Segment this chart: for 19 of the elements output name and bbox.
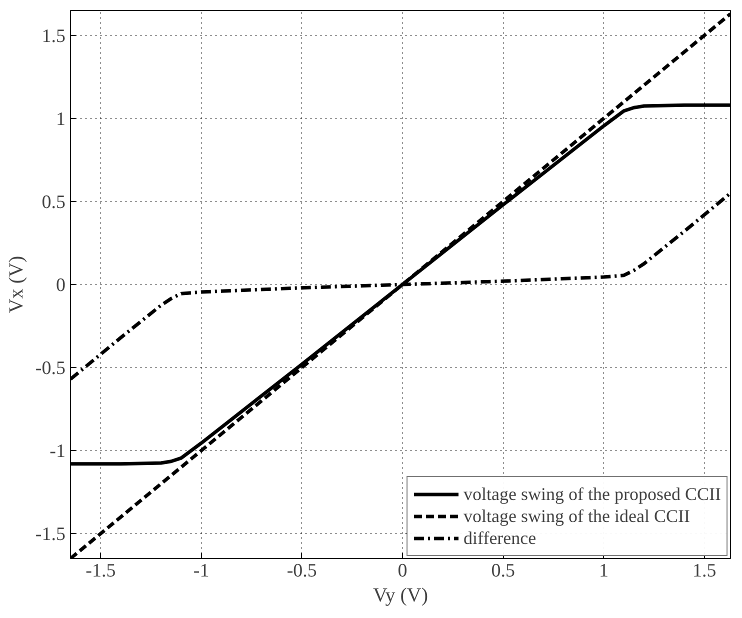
x-tick-label: 1.5 — [692, 560, 716, 582]
x-tick-label: 0.5 — [491, 560, 515, 582]
y-tick-label: -1 — [50, 441, 66, 462]
x-tick-label: -1 — [193, 560, 210, 582]
y-tick-label: 0 — [56, 275, 66, 296]
y-tick-label: 0.5 — [42, 192, 66, 213]
y-tick-label: -1.5 — [35, 524, 66, 546]
y-tick-label: 1.5 — [42, 26, 66, 47]
y-tick-label: 1 — [56, 108, 66, 130]
y-tick-label: -0.5 — [35, 358, 66, 380]
x-tick-label: -1.5 — [86, 560, 116, 582]
legend-label: difference — [464, 527, 536, 549]
x-tick-label: 1 — [598, 560, 608, 582]
legend-label: voltage swing of the ideal CCII — [464, 505, 690, 527]
legend-label: voltage swing of the proposed CCII — [464, 483, 721, 505]
x-tick-label: 0 — [398, 560, 408, 582]
x-tick-label: -0.5 — [286, 560, 317, 582]
x-axis-title: Vy (V) — [373, 584, 428, 606]
y-axis-title: Vx (V) — [5, 256, 28, 314]
